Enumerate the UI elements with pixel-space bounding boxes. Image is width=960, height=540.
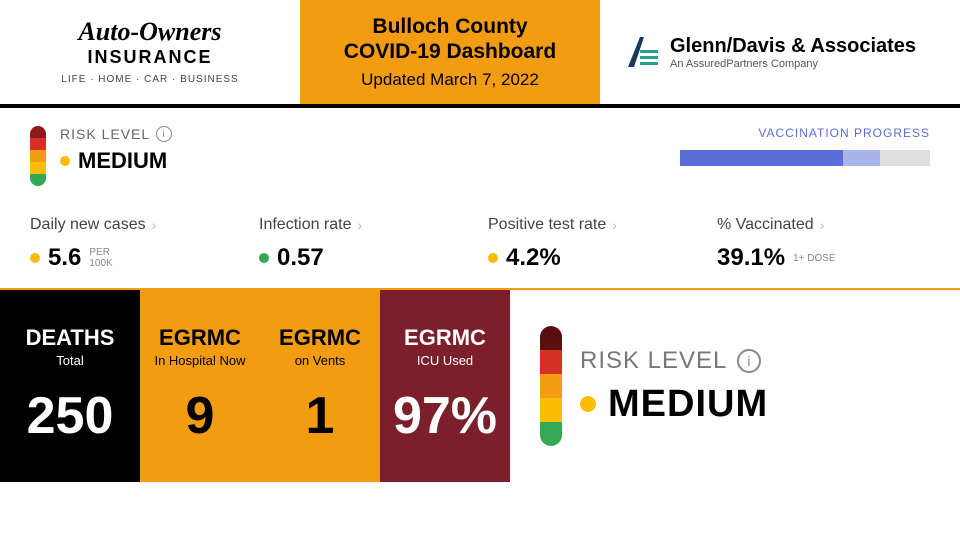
sponsor-right: Glenn/Davis & Associates An AssuredPartn…: [600, 22, 960, 82]
risk-dot-large-icon: [580, 396, 596, 412]
stat-value: 39.1%: [717, 244, 785, 272]
chevron-right-icon: ›: [820, 217, 825, 233]
tile-value: 250: [27, 386, 114, 446]
stat-value: 4.2%: [506, 244, 561, 272]
tile-sub: Total: [56, 353, 83, 368]
stat-infection-rate[interactable]: Infection rate › 0.57: [259, 216, 472, 272]
vaccination-fill-primary: [680, 150, 843, 166]
tile-head: EGRMC: [159, 326, 241, 350]
tile: EGRMC on Vents 1: [260, 290, 380, 482]
stat-dot-icon: [488, 253, 498, 263]
risk-bar-icon: [30, 126, 46, 186]
sponsor-right-name: Glenn/Davis & Associates: [670, 35, 916, 58]
title-updated: Updated March 7, 2022: [361, 70, 539, 90]
vaccination-bar: [680, 150, 930, 166]
stat-dot-icon: [30, 253, 40, 263]
stat-label: Infection rate: [259, 216, 352, 234]
tiles-container: DEATHSTotal250EGRMCIn Hospital Now9EGRMC…: [0, 290, 510, 482]
title-line1: Bulloch County: [372, 14, 527, 39]
tile: DEATHS Total 250: [0, 290, 140, 482]
info-icon[interactable]: i: [737, 349, 761, 373]
stats-row: Daily new cases › 5.6 PER100K Infection r…: [0, 196, 960, 288]
tile-value: 9: [186, 386, 215, 446]
risk-large-label: RISK LEVEL i: [580, 347, 768, 375]
risk-level-large: RISK LEVEL i MEDIUM: [510, 290, 960, 482]
vaccination-fill-secondary: [843, 150, 881, 166]
title-block: Bulloch County COVID-19 Dashboard Update…: [300, 0, 600, 104]
risk-large-level: MEDIUM: [580, 383, 768, 426]
risk-large-label-text: RISK LEVEL: [580, 347, 727, 375]
risk-level-text: MEDIUM: [78, 148, 167, 174]
stat-vaccinated[interactable]: % Vaccinated › 39.1% 1+ DOSE: [717, 216, 930, 272]
sponsor-left: Auto-Owners INSURANCE LIFE · HOME · CAR …: [0, 9, 300, 95]
stat-label: % Vaccinated: [717, 216, 814, 234]
risk-level-small: RISK LEVEL i MEDIUM: [30, 126, 680, 186]
sponsor-left-line2: INSURANCE: [15, 47, 285, 68]
sponsor-left-line1: Auto-Owners: [15, 19, 285, 45]
chevron-right-icon: ›: [612, 217, 617, 233]
tiles-row: DEATHSTotal250EGRMCIn Hospital Now9EGRMC…: [0, 288, 960, 482]
stat-label: Daily new cases: [30, 216, 146, 234]
tile-value: 1: [306, 386, 335, 446]
stat-dot-icon: [259, 253, 269, 263]
chevron-right-icon: ›: [358, 217, 363, 233]
tile-sub: ICU Used: [417, 353, 473, 368]
tile: EGRMC In Hospital Now 9: [140, 290, 260, 482]
vaccination-progress: VACCINATION PROGRESS: [680, 126, 930, 166]
tile-head: EGRMC: [279, 326, 361, 350]
risk-vaccination-row: RISK LEVEL i MEDIUM VACCINATION PROGRESS: [0, 108, 960, 196]
tile-value: 97%: [393, 386, 497, 446]
stat-sub: PER100K: [89, 247, 112, 269]
stat-daily-cases[interactable]: Daily new cases › 5.6 PER100K: [30, 216, 243, 272]
chevron-right-icon: ›: [152, 217, 157, 233]
tile-head: DEATHS: [26, 326, 115, 350]
risk-bar-large-icon: [540, 326, 562, 446]
tile: EGRMC ICU Used 97%: [380, 290, 510, 482]
risk-large-level-text: MEDIUM: [608, 383, 768, 426]
risk-dot-icon: [60, 156, 70, 166]
stat-positive-rate[interactable]: Positive test rate › 4.2%: [488, 216, 701, 272]
title-line2: COVID-19 Dashboard: [344, 39, 556, 64]
stat-value: 0.57: [277, 244, 324, 272]
stat-label: Positive test rate: [488, 216, 606, 234]
vaccination-label: VACCINATION PROGRESS: [680, 126, 930, 140]
sponsor-left-tagline: LIFE · HOME · CAR · BUSINESS: [15, 74, 285, 85]
risk-label: RISK LEVEL i: [60, 126, 172, 142]
header: Auto-Owners INSURANCE LIFE · HOME · CAR …: [0, 0, 960, 108]
risk-level-value: MEDIUM: [60, 148, 172, 174]
stat-sub: 1+ DOSE: [793, 253, 836, 264]
tile-sub: on Vents: [295, 353, 346, 368]
sponsor-right-sub: An AssuredPartners Company: [670, 58, 916, 70]
risk-label-text: RISK LEVEL: [60, 126, 150, 142]
tile-head: EGRMC: [404, 326, 486, 350]
tile-sub: In Hospital Now: [154, 353, 245, 368]
sponsor-right-logo-icon: [620, 32, 660, 72]
info-icon[interactable]: i: [156, 126, 172, 142]
stat-value: 5.6: [48, 244, 81, 272]
